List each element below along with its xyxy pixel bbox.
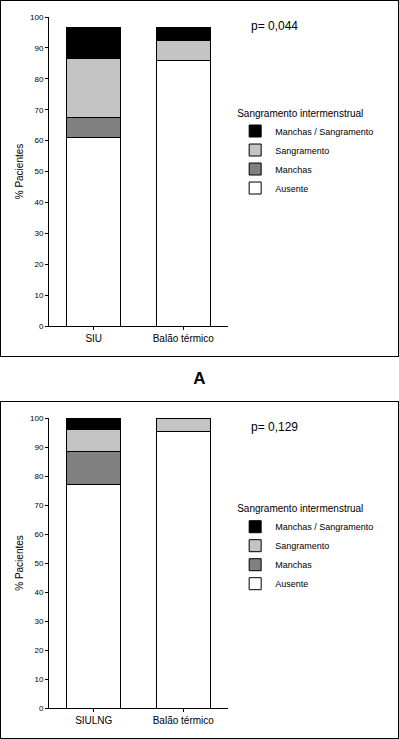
svg-text:70: 70 (34, 501, 43, 510)
svg-text:Sangramento intermenstrual: Sangramento intermenstrual (237, 503, 363, 514)
svg-text:40: 40 (34, 588, 43, 597)
svg-text:100: 100 (30, 13, 44, 22)
svg-text:% Pacientes: % Pacientes (14, 535, 25, 591)
svg-text:SIULNG: SIULNG (75, 715, 112, 726)
html-text:A: A (193, 369, 206, 388)
svg-text:Ausente: Ausente (275, 184, 308, 194)
svg-text:Manchas / Sangramento: Manchas / Sangramento (275, 522, 373, 532)
svg-text:20: 20 (34, 646, 43, 655)
svg-text:90: 90 (34, 443, 43, 452)
svg-text:0: 0 (39, 704, 44, 713)
svg-text:% Pacientes: % Pacientes (14, 144, 25, 200)
svg-text:Manchas: Manchas (275, 165, 312, 175)
svg-text:40: 40 (34, 198, 43, 207)
svg-text:Balão térmico: Balão térmico (153, 333, 215, 344)
svg-text:SIU: SIU (85, 333, 102, 344)
svg-text:80: 80 (34, 75, 43, 84)
svg-text:50: 50 (34, 559, 43, 568)
svg-text:p= 0,129: p= 0,129 (251, 420, 298, 434)
svg-text:p= 0,044: p= 0,044 (251, 19, 298, 33)
svg-text:10: 10 (34, 675, 43, 684)
svg-text:10: 10 (34, 291, 43, 300)
svg-text:100: 100 (30, 414, 44, 423)
svg-text:0: 0 (39, 322, 44, 331)
svg-text:60: 60 (34, 530, 43, 539)
svg-text:90: 90 (34, 44, 43, 53)
svg-text:Manchas: Manchas (275, 560, 312, 570)
svg-text:Ausente: Ausente (275, 579, 308, 589)
svg-text:30: 30 (34, 229, 43, 238)
svg-text:80: 80 (34, 472, 43, 481)
svg-text:30: 30 (34, 617, 43, 626)
svg-text:60: 60 (34, 136, 43, 145)
svg-text:50: 50 (34, 167, 43, 176)
svg-text:Sangramento intermenstrual: Sangramento intermenstrual (237, 108, 363, 119)
svg-text:20: 20 (34, 260, 43, 269)
svg-text:Sangramento: Sangramento (275, 146, 329, 156)
svg-text:Balão térmico: Balão térmico (153, 715, 215, 726)
svg-text:70: 70 (34, 106, 43, 115)
svg-text:Manchas / Sangramento: Manchas / Sangramento (275, 127, 373, 137)
svg-text:Sangramento: Sangramento (275, 541, 329, 551)
